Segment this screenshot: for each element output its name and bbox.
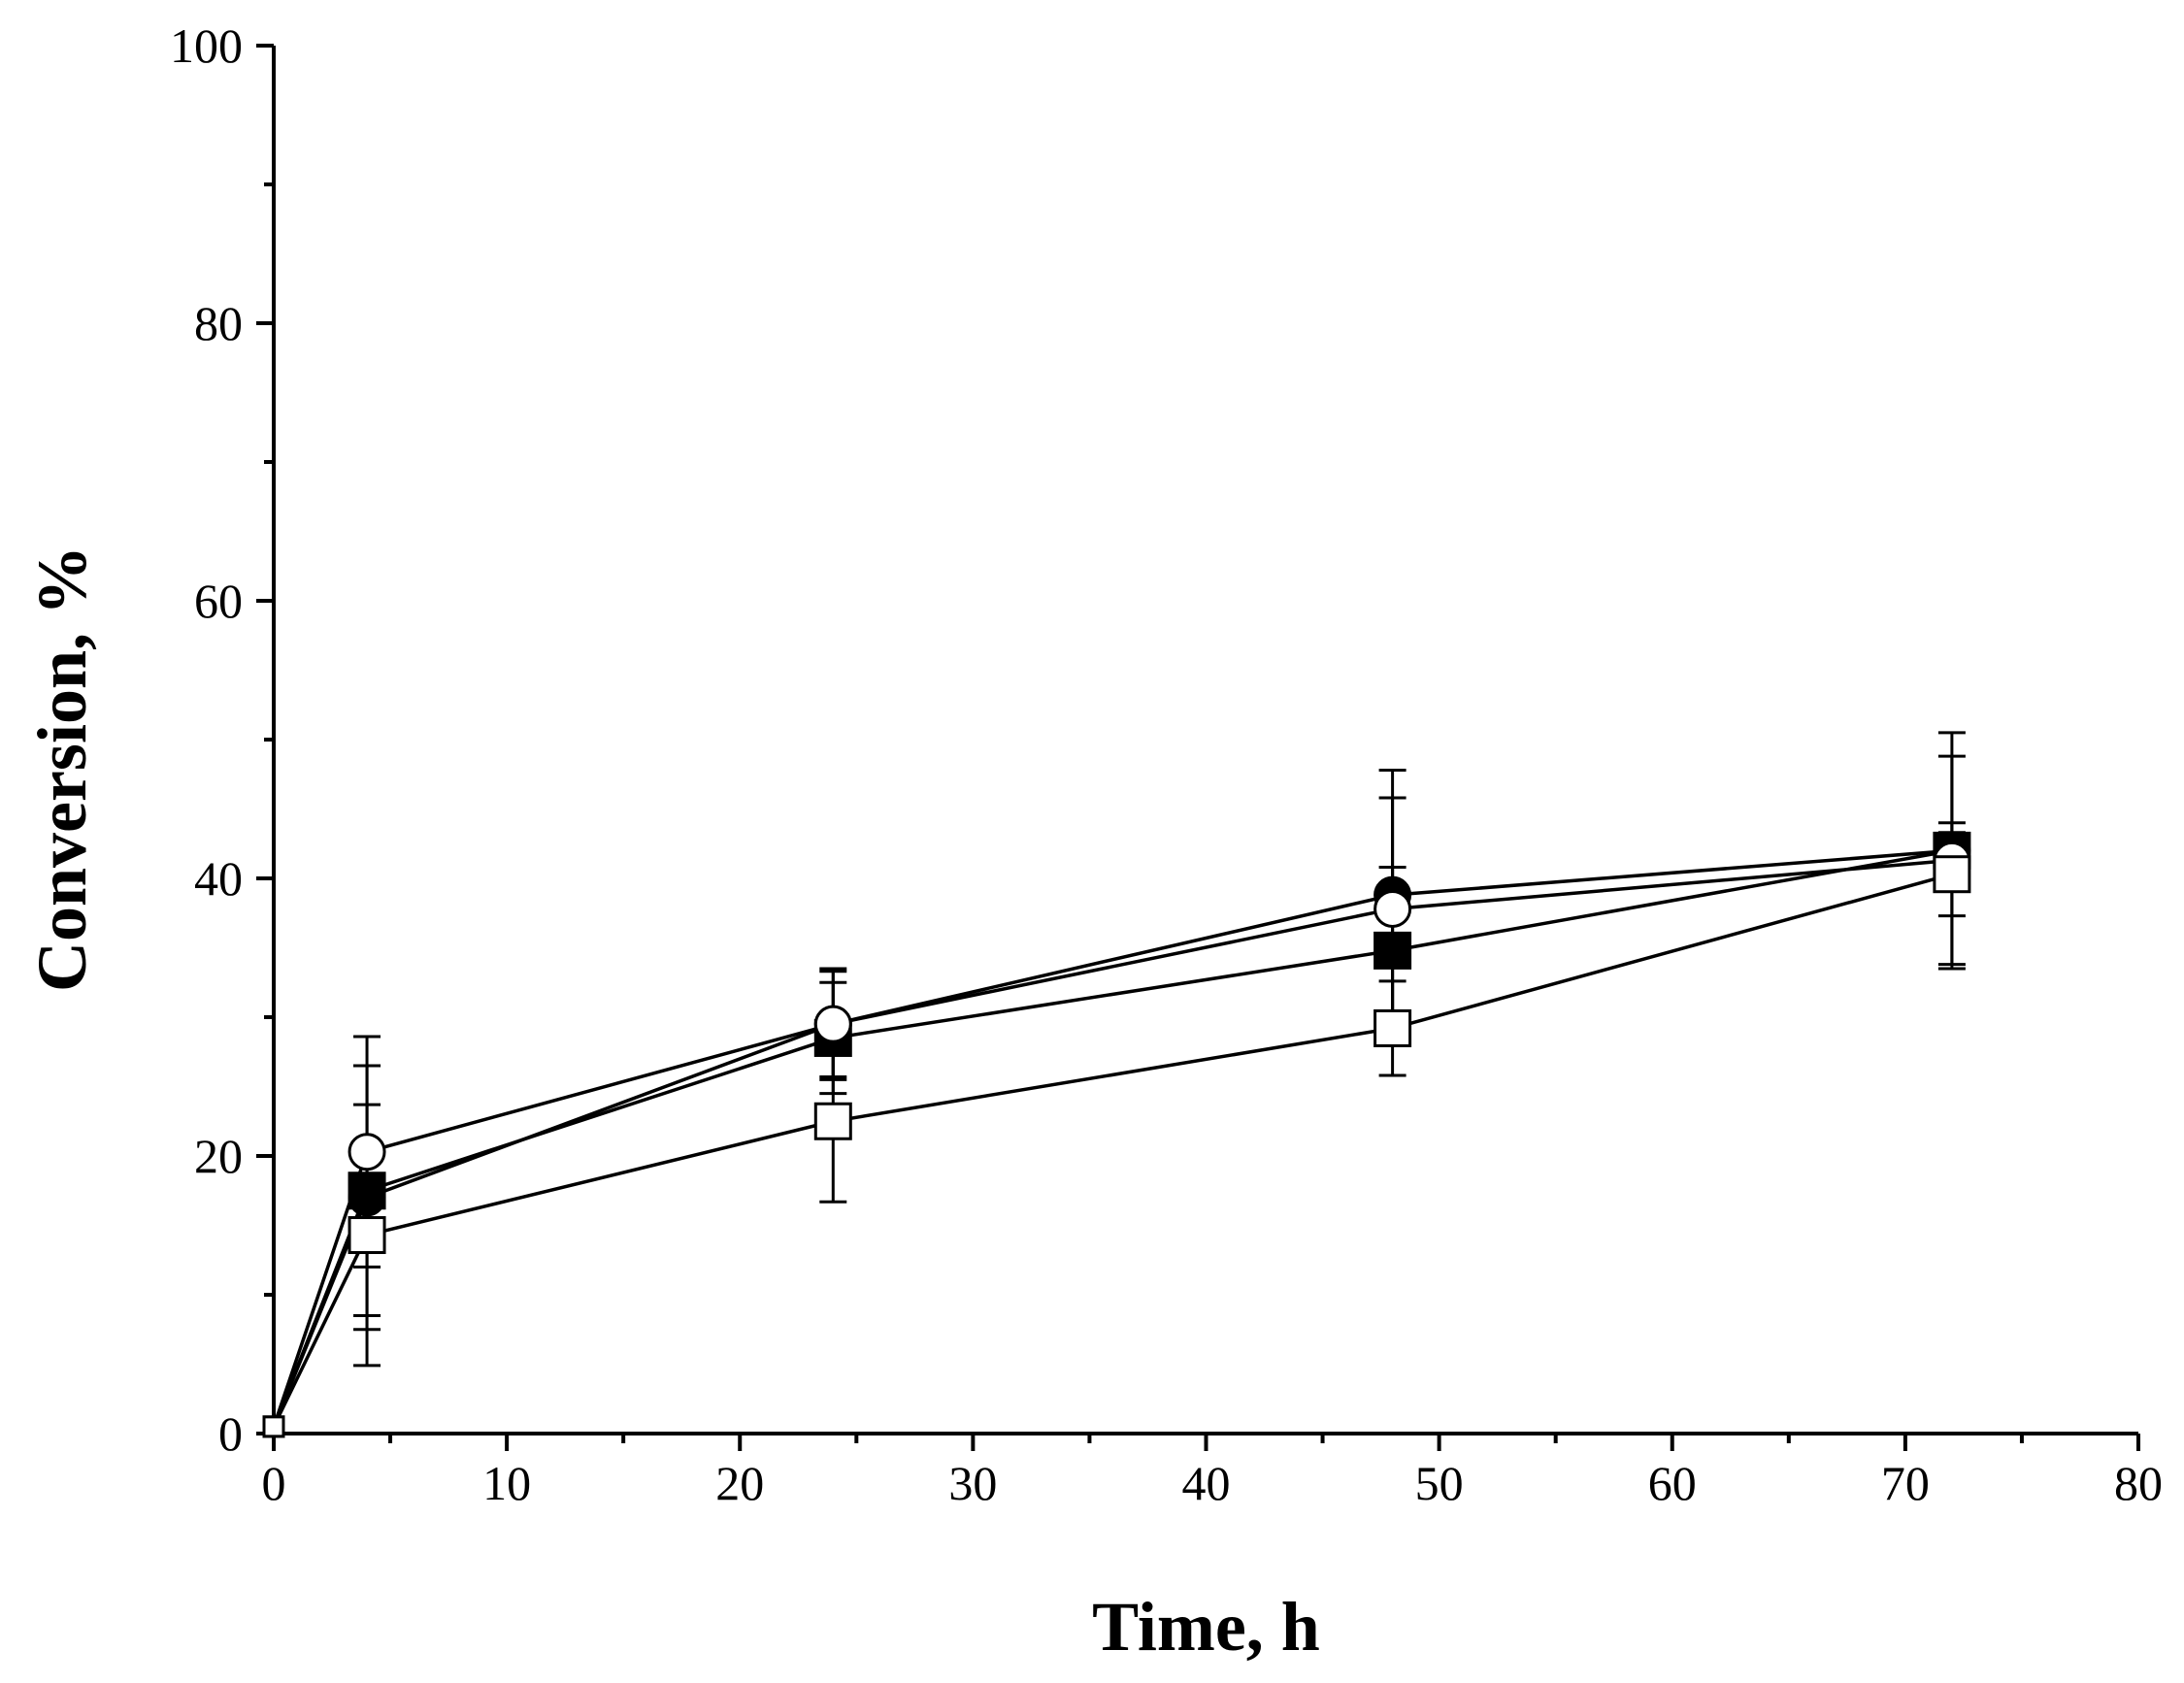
y-tick-label: 80 <box>194 296 243 350</box>
x-tick-label: 10 <box>482 1456 531 1510</box>
y-tick-label: 40 <box>194 851 243 906</box>
x-tick-label: 80 <box>2114 1456 2163 1510</box>
x-tick-label: 0 <box>262 1456 286 1510</box>
x-axis-title: Time, h <box>1092 1588 1320 1666</box>
series-filled-circle <box>272 731 1966 1428</box>
data-point <box>1373 931 1412 970</box>
x-tick-label: 50 <box>1415 1456 1464 1510</box>
data-point <box>813 1005 852 1043</box>
data-point <box>347 1133 386 1172</box>
y-axis-title: Conversion, % <box>23 545 101 992</box>
x-tick-label: 30 <box>948 1456 997 1510</box>
markers-filled-square <box>262 831 1971 1438</box>
x-tick-label: 40 <box>1182 1456 1231 1510</box>
data-point <box>347 1172 386 1210</box>
y-tick-label: 60 <box>194 574 243 628</box>
markers-filled-circle <box>262 831 1971 1438</box>
data-point <box>1933 855 1971 894</box>
y-tick-label: 100 <box>170 18 243 73</box>
series-open-circle <box>272 754 1966 1428</box>
y-tick-label: 0 <box>218 1406 243 1461</box>
y-tick-label: 20 <box>194 1129 243 1183</box>
series-filled-square <box>272 821 1966 1428</box>
x-tick-label: 20 <box>715 1456 764 1510</box>
series-line <box>272 848 1953 1428</box>
series-open-square <box>272 831 1966 1428</box>
data-point <box>1373 889 1412 928</box>
x-tick-label: 70 <box>1881 1456 1930 1510</box>
series-line <box>272 873 1953 1428</box>
data-point <box>1373 1008 1412 1047</box>
axis-labels: Time, h Conversion, % <box>23 545 1320 1666</box>
series-layer <box>262 731 1971 1438</box>
x-tick-label: 60 <box>1648 1456 1697 1510</box>
data-point <box>347 1216 386 1255</box>
data-point <box>813 1102 852 1140</box>
data-point <box>262 1415 285 1438</box>
markers-open-square <box>262 855 1971 1438</box>
axes: 0 10 20 30 40 50 60 70 80 0 20 40 60 80 100 <box>170 18 2163 1510</box>
